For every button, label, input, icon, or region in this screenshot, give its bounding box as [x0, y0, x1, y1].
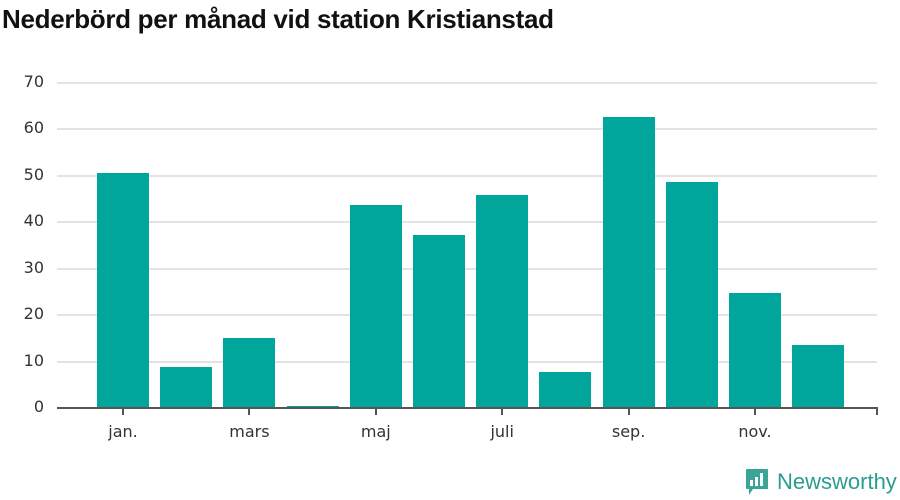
- bar-feb: [160, 366, 213, 408]
- gridline: [57, 314, 877, 317]
- x-tick-label: jan.: [108, 422, 138, 441]
- x-tick: [122, 408, 124, 415]
- y-tick-label: 60: [23, 118, 44, 138]
- chart-title: Nederbörd per månad vid station Kristian…: [2, 4, 554, 34]
- y-tick-label: 0: [33, 397, 44, 416]
- x-tick-label: nov.: [738, 422, 772, 441]
- x-tick-label: juli: [490, 422, 514, 441]
- x-tick: [501, 408, 504, 415]
- x-tick: [248, 408, 251, 415]
- newsworthy-logo: Newsworthy: [745, 468, 897, 496]
- y-tick-label: 50: [23, 164, 44, 184]
- gridline: [57, 128, 877, 131]
- bar-nov: [729, 292, 781, 408]
- bar-okt: [665, 181, 718, 408]
- y-tick-label: 30: [23, 257, 44, 277]
- y-tick-label: 40: [23, 211, 44, 231]
- y-tick-label: 70: [23, 72, 44, 91]
- x-tick-label: mars: [229, 422, 270, 441]
- x-tick-label: maj: [360, 422, 391, 441]
- x-tick: [374, 408, 377, 415]
- x-tick: [627, 408, 630, 415]
- brand-name: Newsworthy: [777, 469, 897, 494]
- x-tick: [754, 408, 756, 415]
- gridline: [57, 221, 877, 224]
- x-axis-line: [57, 407, 878, 409]
- bar-jan: [97, 173, 149, 408]
- y-tick-label: 20: [23, 304, 44, 324]
- bar-aug: [539, 371, 592, 408]
- bar-chart-badge-icon: [746, 469, 768, 495]
- gridline: [57, 174, 877, 177]
- gridline: [57, 82, 877, 84]
- gridline: [57, 360, 877, 363]
- bar-mars: [223, 337, 276, 408]
- x-axis-end-tick: [876, 408, 878, 415]
- bar-maj: [349, 205, 402, 408]
- bar-sep: [602, 116, 655, 408]
- bar-dec: [792, 344, 845, 408]
- gridline: [57, 267, 877, 270]
- y-tick-label: 10: [23, 350, 44, 370]
- bar-juli: [476, 194, 529, 408]
- bar-juni: [413, 234, 465, 408]
- bar-april: [286, 405, 339, 408]
- x-tick-label: sep.: [611, 422, 646, 441]
